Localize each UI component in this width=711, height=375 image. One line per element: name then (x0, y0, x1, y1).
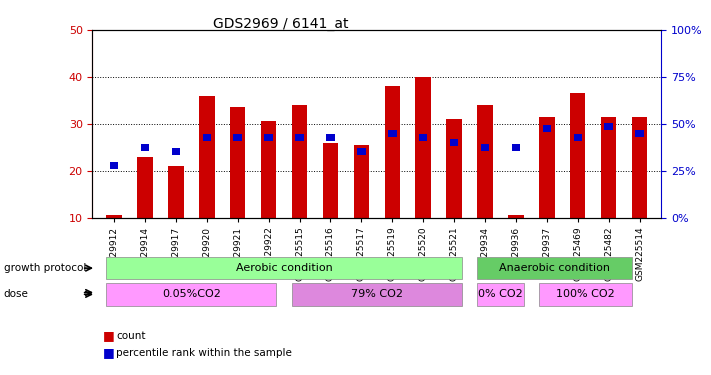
Bar (295, 134, 304, 141)
Bar (542, 125, 551, 132)
Bar (171, 148, 180, 155)
Bar (419, 134, 427, 141)
Bar (447, 119, 462, 218)
Text: Anaerobic condition: Anaerobic condition (499, 263, 610, 273)
Bar (539, 117, 555, 218)
Bar (233, 134, 242, 141)
Bar (169, 166, 183, 218)
Bar (107, 215, 122, 217)
Bar (604, 123, 613, 130)
Bar (261, 122, 277, 218)
Text: ■: ■ (103, 346, 115, 359)
Bar (137, 157, 153, 218)
Bar (450, 139, 459, 146)
Bar (574, 134, 582, 141)
Bar (481, 144, 489, 151)
Bar (388, 130, 397, 136)
Text: 0% CO2: 0% CO2 (478, 290, 523, 299)
Bar (385, 86, 400, 218)
Bar (323, 142, 338, 218)
Bar (199, 96, 215, 218)
Bar (508, 215, 524, 217)
Bar (292, 105, 307, 218)
Text: Aerobic condition: Aerobic condition (236, 263, 333, 273)
Bar (570, 93, 585, 218)
Bar (264, 134, 273, 141)
Bar (141, 144, 149, 151)
Bar (357, 148, 365, 155)
Bar (109, 162, 118, 170)
Bar (636, 130, 644, 136)
Text: 100% CO2: 100% CO2 (556, 290, 615, 299)
Text: 79% CO2: 79% CO2 (351, 290, 403, 299)
Bar (632, 117, 647, 218)
Text: dose: dose (4, 290, 28, 299)
Bar (353, 145, 369, 218)
Text: ■: ■ (103, 329, 115, 342)
Bar (601, 117, 616, 218)
Bar (512, 144, 520, 151)
Text: count: count (116, 331, 145, 340)
Bar (326, 134, 335, 141)
Bar (203, 134, 211, 141)
Text: 0.05%CO2: 0.05%CO2 (162, 290, 221, 299)
Bar (415, 77, 431, 218)
Text: growth protocol: growth protocol (4, 263, 86, 273)
Text: GDS2969 / 6141_at: GDS2969 / 6141_at (213, 17, 349, 31)
Bar (230, 107, 245, 218)
Bar (477, 105, 493, 218)
Text: percentile rank within the sample: percentile rank within the sample (116, 348, 292, 357)
